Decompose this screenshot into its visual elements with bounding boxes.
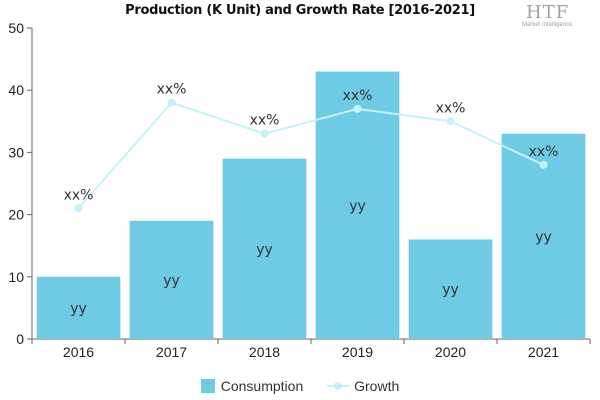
logo-subtext: Market Intelligence xyxy=(522,22,573,28)
growth-point xyxy=(167,98,176,107)
legend: Consumption Growth xyxy=(0,378,600,396)
bar-data-label: yy xyxy=(535,229,552,245)
growth-point xyxy=(260,129,269,138)
growth-point xyxy=(446,117,455,126)
legend-label-growth: Growth xyxy=(354,378,400,394)
growth-point xyxy=(353,104,362,113)
bar-consumption xyxy=(36,276,121,339)
bar-consumption xyxy=(129,220,214,339)
y-tick-label: 20 xyxy=(8,207,24,223)
growth-line xyxy=(77,101,544,210)
bar-data-label: yy xyxy=(442,282,459,298)
growth-data-label: xx% xyxy=(64,187,94,203)
legend-item-growth[interactable]: Growth xyxy=(327,378,399,394)
growth-point xyxy=(539,160,548,169)
x-tick-label: 2019 xyxy=(342,344,373,360)
x-tick-label: 2017 xyxy=(156,344,187,360)
growth-data-label: xx% xyxy=(529,144,559,160)
bar-data-label: yy xyxy=(256,242,273,258)
y-tick-label: 30 xyxy=(8,144,24,160)
y-tick-label: 0 xyxy=(16,331,24,347)
legend-label-consumption: Consumption xyxy=(220,378,304,394)
x-tick-label: 2018 xyxy=(249,344,280,360)
chart-title: Production (K Unit) and Growth Rate [201… xyxy=(125,3,475,18)
htf-logo: HTF Market Intelligence xyxy=(522,2,582,34)
bar-data-label: yy xyxy=(163,273,180,289)
x-tick-label: 2020 xyxy=(435,344,466,360)
growth-data-label: xx% xyxy=(436,100,466,116)
growth-swatch xyxy=(327,379,350,393)
bar-data-label: yy xyxy=(70,301,87,317)
growth-point xyxy=(74,204,83,213)
y-tick-label: 40 xyxy=(8,82,24,98)
legend-item-consumption[interactable]: Consumption xyxy=(200,378,304,394)
consumption-swatch xyxy=(200,379,215,393)
bar-data-label: yy xyxy=(349,198,366,214)
growth-data-label: xx% xyxy=(157,82,187,98)
bar-consumption xyxy=(408,239,493,339)
growth-data-label: xx% xyxy=(250,113,280,129)
logo-text: HTF xyxy=(526,2,570,23)
y-tick-label: 50 xyxy=(8,20,24,36)
growth-data-label: xx% xyxy=(343,88,373,104)
x-tick-label: 2021 xyxy=(528,344,559,360)
y-tick-label: 10 xyxy=(8,269,24,285)
bar-consumption xyxy=(222,158,307,339)
x-tick-label: 2016 xyxy=(63,344,94,360)
